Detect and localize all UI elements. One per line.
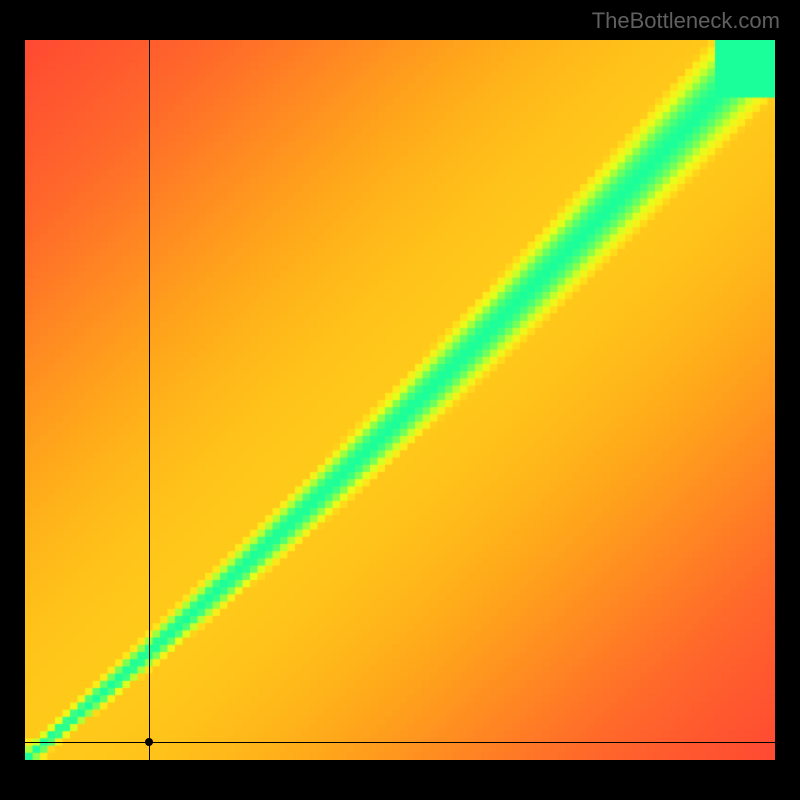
crosshair-vertical [149,40,150,760]
heatmap-plot-area [25,40,775,760]
crosshair-horizontal [25,742,775,743]
heatmap-canvas [25,40,775,760]
watermark-text: TheBottleneck.com [592,8,780,34]
crosshair-marker-dot [145,738,153,746]
